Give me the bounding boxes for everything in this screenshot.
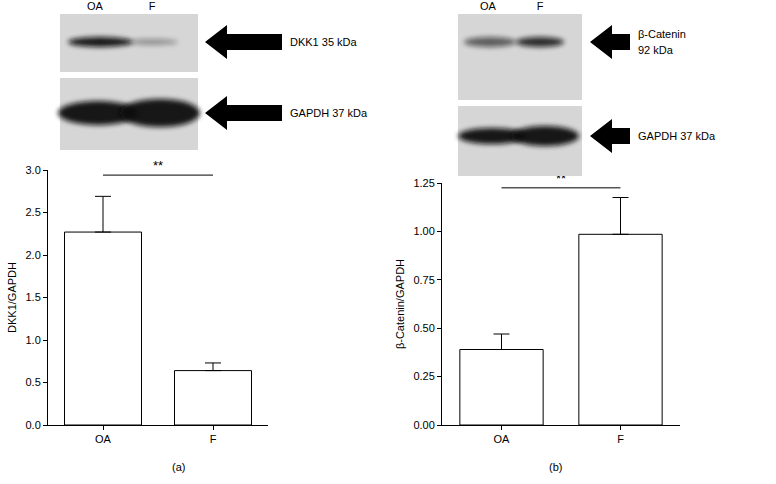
svg-text:0.50: 0.50 bbox=[413, 322, 434, 334]
svg-text:F: F bbox=[149, 0, 156, 12]
svg-text:92 kDa: 92 kDa bbox=[638, 44, 674, 56]
svg-text:0.0: 0.0 bbox=[26, 419, 41, 431]
svg-text:0.25: 0.25 bbox=[413, 370, 434, 382]
svg-text:1.0: 1.0 bbox=[26, 334, 41, 346]
svg-text:DKK1/GAPDH: DKK1/GAPDH bbox=[6, 262, 18, 333]
svg-text:2.0: 2.0 bbox=[26, 249, 41, 261]
svg-text:F: F bbox=[210, 433, 217, 445]
svg-text:(b): (b) bbox=[549, 461, 562, 473]
svg-text:β-Catenin: β-Catenin bbox=[638, 28, 686, 40]
svg-text:0.00: 0.00 bbox=[413, 419, 434, 431]
svg-text:OA: OA bbox=[95, 433, 112, 445]
svg-text:F: F bbox=[617, 433, 624, 445]
svg-text:OA: OA bbox=[480, 0, 497, 12]
svg-text:3.0: 3.0 bbox=[26, 164, 41, 176]
svg-text:**: ** bbox=[556, 171, 566, 186]
svg-text:2.5: 2.5 bbox=[26, 206, 41, 218]
svg-text:0.75: 0.75 bbox=[413, 274, 434, 286]
svg-text:**: ** bbox=[153, 158, 163, 173]
svg-text:(a): (a) bbox=[172, 461, 185, 473]
svg-text:OA: OA bbox=[494, 433, 511, 445]
svg-text:1.00: 1.00 bbox=[413, 225, 434, 237]
svg-text:1.5: 1.5 bbox=[26, 291, 41, 303]
svg-text:1.25: 1.25 bbox=[413, 177, 434, 189]
svg-text:F: F bbox=[537, 0, 544, 12]
svg-text:OA: OA bbox=[87, 0, 104, 12]
svg-text:GAPDH 37 kDa: GAPDH 37 kDa bbox=[290, 107, 368, 119]
svg-text:0.5: 0.5 bbox=[26, 376, 41, 388]
svg-text:β-Catenin/GAPDH: β-Catenin/GAPDH bbox=[394, 259, 406, 349]
svg-text:GAPDH 37 kDa: GAPDH 37 kDa bbox=[638, 130, 716, 142]
svg-text:DKK1 35 kDa: DKK1 35 kDa bbox=[290, 36, 358, 48]
